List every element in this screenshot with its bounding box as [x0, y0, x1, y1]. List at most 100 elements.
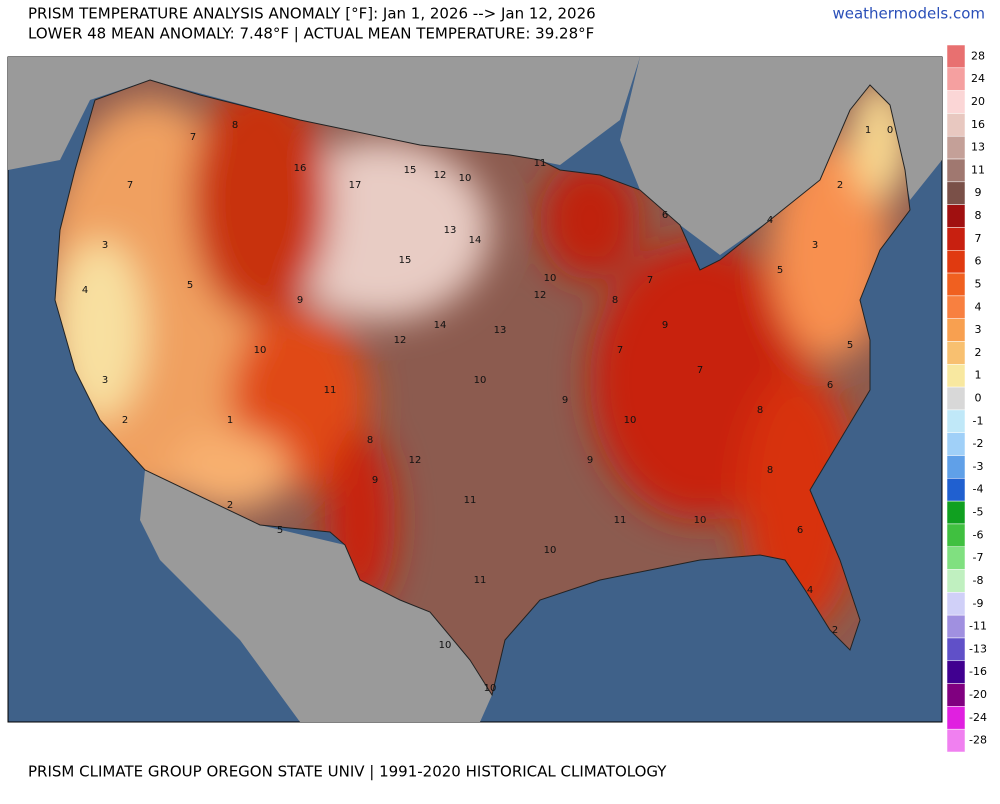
anomaly-label: 16	[294, 163, 307, 174]
anomaly-label: 6	[827, 380, 833, 391]
anomaly-label: 4	[807, 585, 813, 596]
canada	[8, 57, 640, 170]
anomaly-label: 14	[434, 320, 447, 331]
anomaly-label: 8	[367, 435, 373, 446]
anomaly-label: 10	[694, 515, 707, 526]
anomaly-label: 7	[190, 132, 196, 143]
anomaly-label: 7	[127, 180, 133, 191]
colorbar-swatch	[946, 158, 966, 183]
anomaly-label: 2	[227, 500, 233, 511]
anomaly-label: 4	[82, 285, 88, 296]
colorbar-label: 5	[975, 277, 982, 290]
colorbar-label: 4	[975, 300, 982, 313]
colorbar-swatch	[946, 295, 966, 319]
colorbar-label: -1	[973, 414, 984, 427]
mexico	[140, 470, 492, 722]
colorbar-label: -9	[973, 597, 984, 610]
anomaly-label: 7	[647, 275, 653, 286]
anomaly-label: 2	[122, 415, 128, 426]
anomaly-label: 10	[544, 545, 557, 556]
colorbar-swatch	[946, 546, 966, 570]
anomaly-label: 7	[617, 345, 623, 356]
anomaly-label: 8	[612, 295, 618, 306]
colorbar-swatch	[946, 135, 966, 160]
anomaly-label: 12	[434, 170, 447, 181]
anomaly-label: 8	[232, 120, 238, 131]
anomaly-label: 6	[662, 210, 668, 221]
colorbar-label: -4	[973, 483, 984, 496]
colorbar-label: -28	[969, 734, 987, 747]
colorbar-label: -2	[973, 437, 984, 450]
colorbar-label: 0	[975, 392, 982, 405]
anomaly-label: 5	[277, 525, 283, 536]
anomaly-label: 15	[399, 255, 412, 266]
colorbar-label: -24	[969, 711, 987, 724]
colorbar-label: 8	[975, 209, 982, 222]
anomaly-label: 8	[767, 465, 773, 476]
anomaly-label: 12	[534, 290, 547, 301]
colorbar-label: 2	[975, 346, 982, 359]
canada-east	[620, 57, 942, 255]
colorbar: 28 24 20 16 13 11 9 8 7 6 5 4 3 2 1 0 -1 -2 -3 -4 -5 -6 -7 -8 -9…	[946, 44, 987, 753]
site: weathermodels.com	[832, 5, 985, 23]
colorbar-label: 11	[971, 163, 985, 176]
anomaly-label: 0	[887, 125, 893, 136]
anomaly-label: 2	[837, 180, 843, 191]
anomaly-label: 1	[865, 125, 871, 136]
anomaly-label: 11	[474, 575, 487, 586]
colorbar-label: -3	[973, 460, 984, 473]
anomaly-label: 1	[227, 415, 233, 426]
anomaly-label: 9	[662, 320, 668, 331]
colorbar-swatch	[946, 90, 966, 114]
colorbar-swatch	[946, 386, 966, 411]
anomaly-label: 3	[102, 375, 108, 386]
anomaly-label: 11	[534, 158, 547, 169]
colorbar-label: 1	[975, 369, 982, 382]
colorbar-swatch	[946, 478, 966, 502]
anomaly-label: 5	[847, 340, 853, 351]
anomaly-label: 2	[832, 625, 838, 636]
anomaly-label: 10	[459, 173, 472, 184]
colorbar-swatch	[946, 706, 966, 730]
anomaly-label: 15	[404, 165, 417, 176]
anomaly-label: 3	[812, 240, 818, 251]
anomaly-label: 7	[697, 365, 703, 376]
anomaly-label: 10	[474, 375, 487, 386]
anomaly-label: 11	[324, 385, 337, 396]
anomaly-label: 10	[439, 640, 452, 651]
colorbar-swatch	[946, 500, 966, 525]
colorbar-label: 3	[975, 323, 982, 336]
colorbar-label: 24	[971, 72, 985, 85]
anomaly-label: 13	[444, 225, 457, 236]
colorbar-swatch	[946, 523, 966, 547]
colorbar-swatch	[946, 67, 966, 91]
colorbar-label: -5	[973, 506, 984, 519]
anomaly-label: 10	[624, 415, 637, 426]
anomaly-label: 5	[777, 265, 783, 276]
colorbar-swatch	[946, 272, 966, 297]
colorbar-swatch	[946, 181, 966, 205]
colorbar-label: 6	[975, 255, 982, 268]
colorbar-swatch	[946, 592, 966, 616]
anomaly-label: 12	[394, 335, 407, 346]
anomaly-label: 10	[484, 683, 497, 694]
colorbar-swatch	[946, 637, 966, 662]
colorbar-swatch	[946, 432, 966, 456]
colorbar-label: -13	[969, 642, 987, 655]
anomaly-label: 10	[254, 345, 267, 356]
us-border	[54, 79, 911, 697]
colorbar-swatch	[946, 569, 966, 593]
colorbar-label: 16	[971, 118, 985, 131]
anomaly-label: 9	[372, 475, 378, 486]
colorbar-label: -6	[973, 528, 984, 541]
subtitle: LOWER 48 MEAN ANOMALY: 7.48°F | ACTUAL M…	[28, 25, 594, 43]
colorbar-label: 13	[971, 141, 985, 154]
colorbar-label: 28	[971, 49, 985, 62]
colorbar-swatch	[946, 614, 966, 639]
colorbar-label: 7	[975, 232, 982, 245]
colorbar-swatch	[946, 250, 966, 274]
colorbar-label: -16	[969, 665, 987, 678]
colorbar-swatch	[946, 113, 966, 137]
